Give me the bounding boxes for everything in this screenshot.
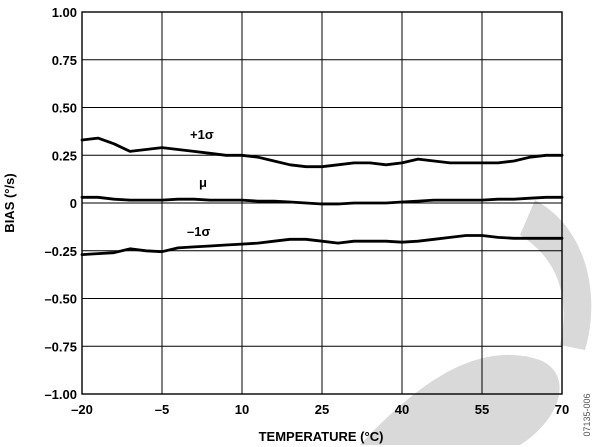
y-tick-label: 0 (70, 196, 77, 211)
series-label-minus-sigma: –1σ (187, 224, 210, 239)
watermark-shape-lower (360, 354, 560, 445)
y-tick-label: –0.75 (44, 339, 77, 354)
y-tick-label: –1.00 (44, 387, 77, 402)
x-tick-label: 25 (315, 402, 329, 417)
series-line-minus-sigma (80, 234, 564, 257)
x-tick-label: 55 (475, 402, 489, 417)
watermark-shape-upper (520, 200, 592, 350)
y-tick-label: –0.25 (44, 244, 77, 259)
y-tick-label: 0.50 (52, 101, 77, 116)
y-tick-label: 0.75 (52, 53, 77, 68)
series-label-mu: μ (199, 175, 207, 190)
x-axis-title: TEMPERATURE (°C) (259, 429, 384, 444)
plot-frame (81, 11, 563, 395)
y-tick-label: 0.25 (52, 148, 77, 163)
series-lines (80, 136, 564, 257)
y-tick-labels: 1.00 0.75 0.50 0.25 0 –0.25 –0.50 –0.75 –1.00 (44, 5, 77, 402)
y-tick-label: 1.00 (52, 5, 77, 20)
x-tick-label: 10 (235, 402, 249, 417)
x-tick-label: –5 (155, 402, 169, 417)
x-tick-label: –20 (71, 402, 93, 417)
document-code: 07135-006 (582, 393, 592, 436)
x-tick-label: 40 (395, 402, 409, 417)
y-tick-label: –0.50 (44, 292, 77, 307)
y-axis-title: BIAS (°/s) (2, 173, 17, 232)
series-label-plus-sigma: +1σ (190, 127, 214, 142)
x-tick-labels: –20 –5 10 25 40 55 70 (71, 402, 569, 417)
x-tick-label: 70 (555, 402, 569, 417)
series-line-plus-sigma (80, 136, 564, 169)
series-line-mu (80, 195, 564, 206)
